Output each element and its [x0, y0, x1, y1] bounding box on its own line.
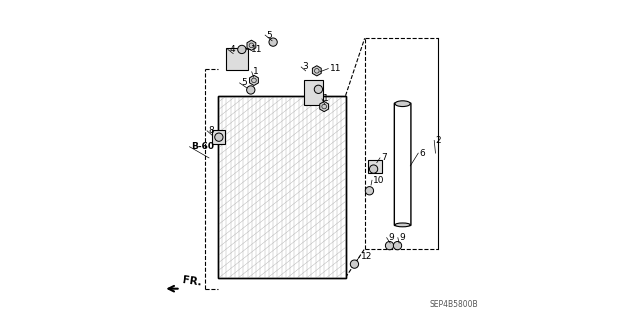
Text: 1: 1	[253, 67, 259, 76]
Bar	[226, 48, 248, 70]
Text: 10: 10	[373, 176, 385, 185]
Text: B-60: B-60	[191, 142, 214, 151]
Ellipse shape	[395, 101, 410, 107]
Bar	[218, 96, 346, 278]
Circle shape	[237, 45, 246, 54]
Text: 9: 9	[388, 233, 394, 242]
Circle shape	[246, 86, 255, 94]
Text: 2: 2	[435, 136, 441, 145]
Circle shape	[269, 38, 277, 46]
Text: 4: 4	[229, 45, 235, 54]
Polygon shape	[250, 75, 259, 85]
Text: 6: 6	[420, 149, 425, 158]
Text: 8: 8	[209, 126, 214, 135]
Circle shape	[369, 165, 378, 173]
Text: 5: 5	[266, 31, 272, 40]
Circle shape	[314, 85, 323, 93]
Circle shape	[350, 260, 358, 268]
Ellipse shape	[395, 223, 410, 227]
Circle shape	[365, 187, 374, 195]
Circle shape	[385, 241, 394, 250]
Text: 7: 7	[381, 153, 387, 162]
FancyBboxPatch shape	[394, 103, 411, 226]
Bar	[369, 160, 382, 173]
Text: 3: 3	[303, 63, 308, 71]
Text: 1: 1	[323, 94, 329, 103]
Bar	[304, 80, 323, 105]
Polygon shape	[320, 101, 328, 112]
Text: 12: 12	[361, 252, 372, 261]
Text: SEP4B5800B: SEP4B5800B	[429, 300, 478, 309]
Circle shape	[215, 133, 223, 141]
Bar	[212, 130, 225, 144]
Polygon shape	[247, 40, 256, 50]
Text: 11: 11	[330, 64, 341, 73]
Bar	[218, 96, 346, 278]
Polygon shape	[312, 66, 321, 76]
Circle shape	[394, 241, 402, 250]
Text: 9: 9	[399, 233, 405, 242]
Text: 5: 5	[241, 78, 246, 87]
Text: FR.: FR.	[182, 275, 202, 287]
Text: 11: 11	[251, 45, 262, 54]
